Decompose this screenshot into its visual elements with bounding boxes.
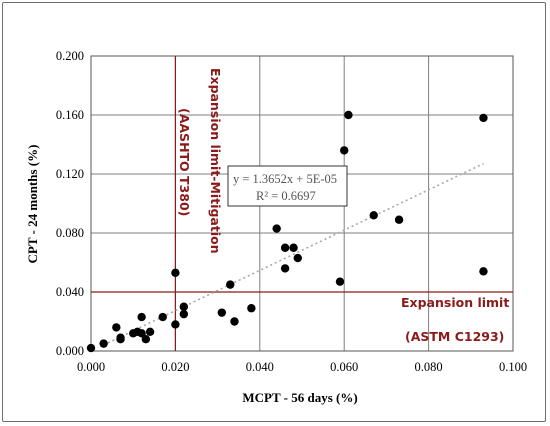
y-tick-label: 0.200 — [56, 49, 84, 63]
y-axis-title: CPT - 24 months (%) — [25, 145, 40, 264]
data-point — [272, 224, 281, 233]
astm-label-line2: (ASTM C1293) — [405, 329, 504, 344]
data-point — [340, 146, 349, 155]
x-tick-label: 0.080 — [415, 360, 443, 374]
data-point — [394, 215, 404, 224]
data-point — [137, 329, 146, 338]
data-points — [86, 110, 488, 353]
x-tick-label: 0.100 — [499, 360, 527, 374]
data-point — [171, 268, 180, 278]
data-point — [479, 267, 488, 276]
equation-box — [227, 165, 348, 207]
x-tick-label: 0.060 — [330, 360, 358, 374]
trendline-equation: y = 1.3652x + 5E-05 — [233, 172, 337, 186]
data-point — [226, 280, 235, 289]
data-point — [171, 320, 180, 329]
y-axis-ticks: 0.000 0.040 0.080 0.120 0.160 0.200 — [56, 49, 84, 358]
aashto-label-line1: Expansion limit-Mitigation — [208, 68, 223, 254]
data-point — [217, 308, 227, 317]
data-point — [247, 304, 256, 313]
data-point — [335, 277, 345, 286]
x-axis-ticks: 0.000 0.020 0.040 0.060 0.080 0.100 — [77, 360, 527, 374]
x-tick-label: 0.040 — [246, 360, 274, 374]
y-tick-label: 0.080 — [56, 226, 84, 240]
x-tick-label: 0.000 — [77, 360, 105, 374]
data-point — [230, 317, 239, 326]
x-tick-label: 0.020 — [161, 360, 189, 374]
data-point — [145, 327, 155, 337]
y-tick-label: 0.160 — [56, 108, 84, 122]
data-point — [112, 323, 121, 332]
y-tick-label: 0.000 — [56, 344, 84, 358]
data-point — [158, 312, 167, 322]
data-point — [369, 211, 378, 220]
chart-frame — [2, 2, 546, 422]
y-tick-label: 0.120 — [56, 167, 84, 181]
data-point — [137, 312, 146, 322]
data-point — [116, 333, 125, 342]
data-point — [293, 253, 302, 263]
astm-label-line1: Expansion limit — [401, 295, 509, 310]
data-point — [289, 243, 298, 252]
trendline — [107, 162, 484, 344]
data-point — [179, 309, 189, 319]
aashto-label-line2: (AASHTO T380) — [177, 108, 192, 216]
data-point — [141, 335, 151, 344]
data-point — [179, 302, 189, 311]
data-point — [344, 110, 353, 120]
plot-area-border — [90, 55, 514, 352]
data-point — [86, 343, 96, 353]
y-tick-label: 0.040 — [56, 285, 84, 299]
data-point — [280, 243, 290, 252]
data-point — [99, 339, 108, 348]
trendline-r-squared: R² = 0.6697 — [256, 189, 316, 203]
data-point — [280, 264, 290, 273]
data-point — [479, 113, 488, 123]
x-axis-title: MCPT - 56 days (%) — [242, 390, 357, 405]
